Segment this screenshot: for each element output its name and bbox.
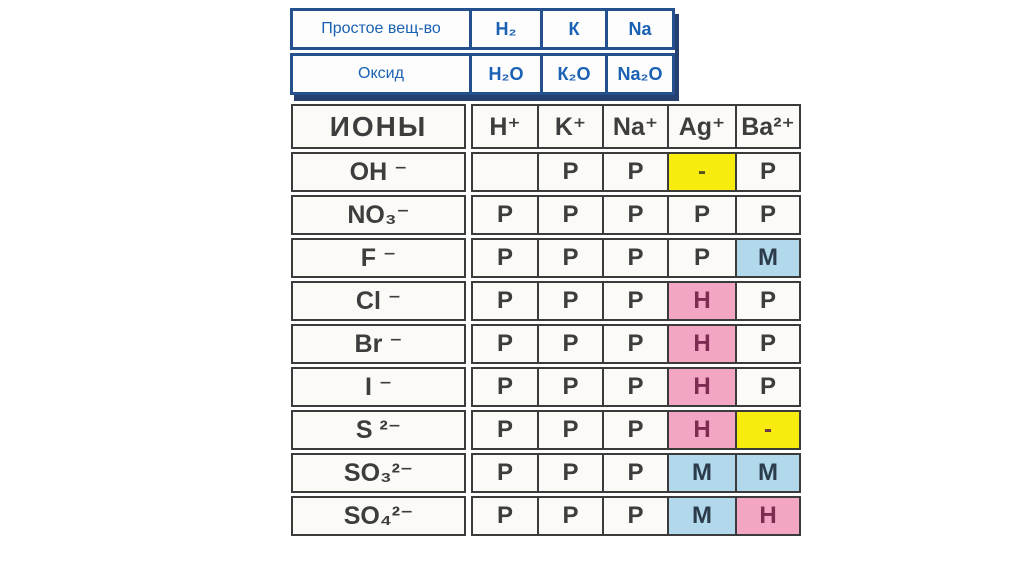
solubility-cell: H xyxy=(667,283,735,319)
ion-row-label: Cl ⁻ xyxy=(291,281,466,321)
ion-column-header: Ba²⁺ xyxy=(735,106,799,147)
solubility-row: Cl ⁻ P P P H P xyxy=(291,281,801,321)
solubility-row: Br ⁻ P P P H P xyxy=(291,324,801,364)
reference-table: Простое вещ-во H₂ К Na Оксид H₂O К₂O Na₂O xyxy=(290,8,675,95)
solubility-cell: P xyxy=(537,498,602,534)
solubility-header-row: ИОНЫ H⁺ K⁺ Na⁺ Ag⁺ Ba²⁺ xyxy=(291,104,801,149)
solubility-cell: H xyxy=(667,369,735,405)
solubility-cell: P xyxy=(537,197,602,233)
solubility-header-columns: H⁺ K⁺ Na⁺ Ag⁺ Ba²⁺ xyxy=(471,104,801,149)
reference-row: Оксид H₂O К₂O Na₂O xyxy=(290,53,675,95)
solubility-cell: P xyxy=(537,283,602,319)
reference-formula-cell: К₂O xyxy=(540,56,605,92)
solubility-cell: P xyxy=(473,455,537,491)
solubility-cell: P xyxy=(602,283,667,319)
solubility-row: SO₄²⁻ P P P M H xyxy=(291,496,801,536)
solubility-cell: P xyxy=(537,369,602,405)
solubility-cell: P xyxy=(602,455,667,491)
reference-formula-cell: H₂ xyxy=(469,11,540,47)
ion-column-header: K⁺ xyxy=(537,106,602,147)
ion-column-header: H⁺ xyxy=(473,106,537,147)
reference-row: Простое вещ-во H₂ К Na xyxy=(290,8,675,50)
solubility-cell: M xyxy=(735,240,799,276)
solubility-cell: P xyxy=(667,240,735,276)
solubility-cell: P xyxy=(602,412,667,448)
ion-row-label: SO₃²⁻ xyxy=(291,453,466,493)
solubility-cell: P xyxy=(602,154,667,190)
ion-row-label: S ²⁻ xyxy=(291,410,466,450)
solubility-cell: P xyxy=(667,197,735,233)
ions-header-label: ИОНЫ xyxy=(291,104,466,149)
solubility-cell: H xyxy=(667,412,735,448)
solubility-cell: P xyxy=(473,283,537,319)
solubility-cell: P xyxy=(537,412,602,448)
solubility-cell: P xyxy=(735,283,799,319)
solubility-cell: P xyxy=(473,498,537,534)
solubility-cell: P xyxy=(473,240,537,276)
solubility-cell: P xyxy=(537,154,602,190)
solubility-cell: P xyxy=(537,455,602,491)
solubility-cell: P xyxy=(602,369,667,405)
ion-row-label: SO₄²⁻ xyxy=(291,496,466,536)
ion-row-label: Br ⁻ xyxy=(291,324,466,364)
reference-row-label: Оксид xyxy=(358,65,404,82)
reference-formula-cell: Na xyxy=(605,11,672,47)
solubility-cell: P xyxy=(473,369,537,405)
solubility-cell: P xyxy=(537,240,602,276)
solubility-cell: H xyxy=(735,498,799,534)
solubility-row: F ⁻ P P P P M xyxy=(291,238,801,278)
solubility-cell: P xyxy=(537,326,602,362)
solubility-cell: P xyxy=(735,197,799,233)
solubility-cell: - xyxy=(667,154,735,190)
solubility-cell: P xyxy=(602,240,667,276)
solubility-cell: P xyxy=(473,326,537,362)
solubility-cell xyxy=(473,154,537,190)
reference-formula-cell: К xyxy=(540,11,605,47)
ion-column-header: Ag⁺ xyxy=(667,106,735,147)
solubility-cell: P xyxy=(602,197,667,233)
solubility-cell: P xyxy=(735,369,799,405)
reference-formula-cell: Na₂O xyxy=(605,56,672,92)
solubility-cell: H xyxy=(667,326,735,362)
solubility-row: I ⁻ P P P H P xyxy=(291,367,801,407)
ion-column-header: Na⁺ xyxy=(602,106,667,147)
solubility-row: OH ⁻ P P - P xyxy=(291,152,801,192)
reference-row-label: Простое вещ-во xyxy=(321,20,441,37)
ion-row-label: I ⁻ xyxy=(291,367,466,407)
solubility-cell: M xyxy=(667,455,735,491)
solubility-cell: P xyxy=(473,412,537,448)
ion-row-label: F ⁻ xyxy=(291,238,466,278)
solubility-row: SO₃²⁻ P P P M M xyxy=(291,453,801,493)
solubility-row: NO₃⁻ P P P P P xyxy=(291,195,801,235)
solubility-cell: P xyxy=(602,326,667,362)
solubility-cell: P xyxy=(602,498,667,534)
solubility-row: S ²⁻ P P P H - xyxy=(291,410,801,450)
solubility-cell: M xyxy=(735,455,799,491)
ion-row-label: NO₃⁻ xyxy=(291,195,466,235)
ion-row-label: OH ⁻ xyxy=(291,152,466,192)
solubility-table: ИОНЫ H⁺ K⁺ Na⁺ Ag⁺ Ba²⁺ OH ⁻ P P - P NO₃⁻ P P P P P F ⁻ P P… xyxy=(291,104,801,536)
solubility-cell: P xyxy=(735,154,799,190)
solubility-cell: P xyxy=(735,326,799,362)
solubility-cell: - xyxy=(735,412,799,448)
solubility-cell: M xyxy=(667,498,735,534)
reference-formula-cell: H₂O xyxy=(469,56,540,92)
solubility-cell: P xyxy=(473,197,537,233)
